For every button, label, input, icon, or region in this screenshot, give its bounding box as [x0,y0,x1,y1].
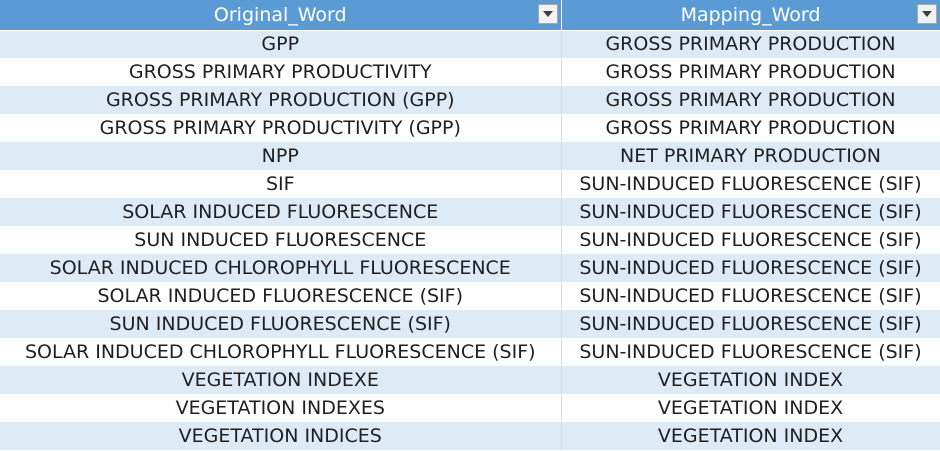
table-row: SOLAR INDUCED FLUORESCENCE (SIF) SUN-INDU… [0,282,940,311]
cell-original-word[interactable]: SIF [0,170,562,199]
column-header-original-word[interactable]: Original_Word [0,0,562,31]
cell-original-word[interactable]: GROSS PRIMARY PRODUCTIVITY [0,58,562,87]
cell-original-word[interactable]: VEGETATION INDEXE [0,366,562,395]
cell-mapping-word[interactable]: GROSS PRIMARY PRODUCTION [561,58,940,87]
cell-mapping-word[interactable]: VEGETATION INDEX [561,422,940,451]
table-row: SOLAR INDUCED FLUORESCENCE SUN-INDUCED FL… [0,198,940,227]
table-row: VEGETATION INDEXES VEGETATION INDEX [0,394,940,423]
table-row: SOLAR INDUCED CHLOROPHYLL FLUORESCENCE (… [0,338,940,367]
cell-mapping-word[interactable]: NET PRIMARY PRODUCTION [561,142,940,171]
table-row: SIF SUN-INDUCED FLUORESCENCE (SIF) [0,170,940,199]
table-row: VEGETATION INDICES VEGETATION INDEX [0,422,940,451]
cell-original-word[interactable]: SUN INDUCED FLUORESCENCE (SIF) [0,310,562,339]
cell-original-word[interactable]: NPP [0,142,562,171]
cell-mapping-word[interactable]: VEGETATION INDEX [561,366,940,395]
table-row: GPP GROSS PRIMARY PRODUCTION [0,30,940,59]
cell-mapping-word[interactable]: SUN-INDUCED FLUORESCENCE (SIF) [561,310,940,339]
cell-mapping-word[interactable]: GROSS PRIMARY PRODUCTION [561,86,940,115]
cell-original-word[interactable]: SOLAR INDUCED FLUORESCENCE [0,198,562,227]
cell-mapping-word[interactable]: SUN-INDUCED FLUORESCENCE (SIF) [561,254,940,283]
filter-dropdown-icon[interactable] [537,4,558,24]
cell-original-word[interactable]: SOLAR INDUCED CHLOROPHYLL FLUORESCENCE [0,254,562,283]
table-row: SOLAR INDUCED CHLOROPHYLL FLUORESCENCE SU… [0,254,940,283]
table-row: GROSS PRIMARY PRODUCTION (GPP) GROSS PRIM… [0,86,940,115]
cell-original-word[interactable]: VEGETATION INDICES [0,422,562,451]
cell-original-word[interactable]: GROSS PRIMARY PRODUCTION (GPP) [0,86,562,115]
table-row: GROSS PRIMARY PRODUCTIVITY GROSS PRIMARY … [0,58,940,87]
cell-original-word[interactable]: SUN INDUCED FLUORESCENCE [0,226,562,255]
cell-mapping-word[interactable]: SUN-INDUCED FLUORESCENCE (SIF) [561,170,940,199]
cell-mapping-word[interactable]: GROSS PRIMARY PRODUCTION [561,114,940,143]
filter-dropdown-icon[interactable] [916,4,937,24]
cell-mapping-word[interactable]: SUN-INDUCED FLUORESCENCE (SIF) [561,338,940,367]
cell-mapping-word[interactable]: GROSS PRIMARY PRODUCTION [561,30,940,59]
cell-original-word[interactable]: GPP [0,30,562,59]
header-row: Original_Word Mapping_Word [0,0,940,31]
table-row: SUN INDUCED FLUORESCENCE (SIF) SUN-INDUCE… [0,310,940,339]
table-row: NPP NET PRIMARY PRODUCTION [0,142,940,171]
cell-original-word[interactable]: SOLAR INDUCED CHLOROPHYLL FLUORESCENCE (… [0,338,562,367]
column-header-label: Mapping_Word [680,4,821,26]
cell-mapping-word[interactable]: SUN-INDUCED FLUORESCENCE (SIF) [561,282,940,311]
cell-original-word[interactable]: GROSS PRIMARY PRODUCTIVITY (GPP) [0,114,562,143]
column-header-mapping-word[interactable]: Mapping_Word [561,0,940,31]
cell-original-word[interactable]: VEGETATION INDEXES [0,394,562,423]
cell-mapping-word[interactable]: SUN-INDUCED FLUORESCENCE (SIF) [561,198,940,227]
table-row: SUN INDUCED FLUORESCENCE SUN-INDUCED FLUO… [0,226,940,255]
column-header-label: Original_Word [213,4,347,26]
table-row: GROSS PRIMARY PRODUCTIVITY (GPP) GROSS PR… [0,114,940,143]
cell-original-word[interactable]: SOLAR INDUCED FLUORESCENCE (SIF) [0,282,562,311]
cell-mapping-word[interactable]: SUN-INDUCED FLUORESCENCE (SIF) [561,226,940,255]
table-row: VEGETATION INDEXE VEGETATION INDEX [0,366,940,395]
cell-mapping-word[interactable]: VEGETATION INDEX [561,394,940,423]
